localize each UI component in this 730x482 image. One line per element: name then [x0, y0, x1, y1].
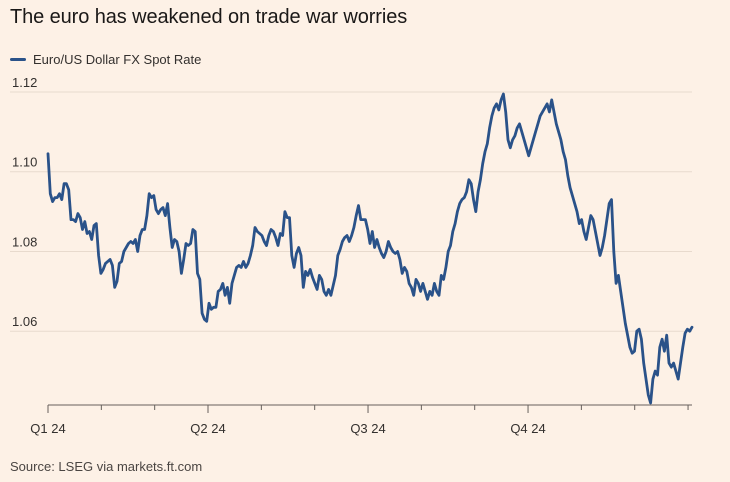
legend-label: Euro/US Dollar FX Spot Rate: [33, 52, 202, 67]
y-tick-label: 1.06: [12, 314, 37, 329]
x-tick-label: Q3 24: [350, 421, 385, 436]
x-tick-label: Q4 24: [510, 421, 545, 436]
y-tick-label: 1.10: [12, 155, 37, 170]
chart-title: The euro has weakened on trade war worri…: [10, 6, 408, 28]
x-tick-label: Q1 24: [30, 421, 65, 436]
legend-swatch: [10, 58, 26, 61]
x-axis: Q1 24 Q2 24 Q3 24 Q4 24: [30, 404, 692, 436]
x-tick-label: Q2 24: [190, 421, 225, 436]
y-tick-label: 1.08: [12, 234, 37, 249]
y-axis-ticks: 1.06 1.08 1.10 1.12: [12, 75, 37, 329]
gridlines: [10, 91, 692, 332]
legend: Euro/US Dollar FX Spot Rate: [10, 52, 201, 67]
series-line-eurusd: [46, 92, 694, 405]
y-tick-label: 1.12: [12, 75, 37, 90]
series-layer: [46, 92, 694, 405]
source-note: Source: LSEG via markets.ft.com: [10, 459, 203, 474]
